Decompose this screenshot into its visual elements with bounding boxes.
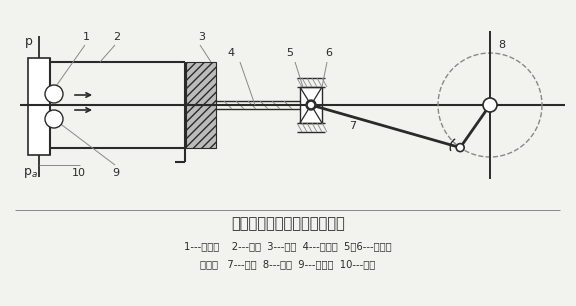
- Circle shape: [456, 144, 464, 151]
- Text: 10: 10: [72, 168, 86, 178]
- Text: 5: 5: [286, 48, 293, 58]
- Circle shape: [307, 101, 315, 109]
- Text: p$_a$: p$_a$: [23, 166, 38, 180]
- Text: 8: 8: [498, 40, 505, 50]
- Bar: [28, 58, 50, 155]
- Text: 7: 7: [349, 121, 356, 131]
- Text: 4: 4: [227, 48, 234, 58]
- Text: 9: 9: [112, 168, 119, 178]
- Text: 1---排氣閥    2---氣缸  3---活塞  4---活塞桿  5、6---十字頭: 1---排氣閥 2---氣缸 3---活塞 4---活塞桿 5、6---十字頭: [184, 241, 392, 251]
- Text: p: p: [25, 35, 33, 48]
- Text: 2: 2: [113, 32, 120, 42]
- Text: 3: 3: [198, 32, 205, 42]
- Bar: [300, 87, 322, 123]
- Circle shape: [45, 85, 63, 103]
- Text: 活塞式空氣壓縮機工作原理圖: 活塞式空氣壓縮機工作原理圖: [231, 217, 345, 232]
- Circle shape: [483, 98, 497, 112]
- Bar: [186, 105, 216, 148]
- Text: 與滑道   7---連桿  8---曲柄  9---吸氣閥  10---彈簧: 與滑道 7---連桿 8---曲柄 9---吸氣閥 10---彈簧: [200, 259, 376, 269]
- Bar: [186, 62, 216, 105]
- Circle shape: [45, 110, 63, 128]
- Text: 1: 1: [83, 32, 90, 42]
- Text: 6: 6: [325, 48, 332, 58]
- Circle shape: [306, 100, 316, 110]
